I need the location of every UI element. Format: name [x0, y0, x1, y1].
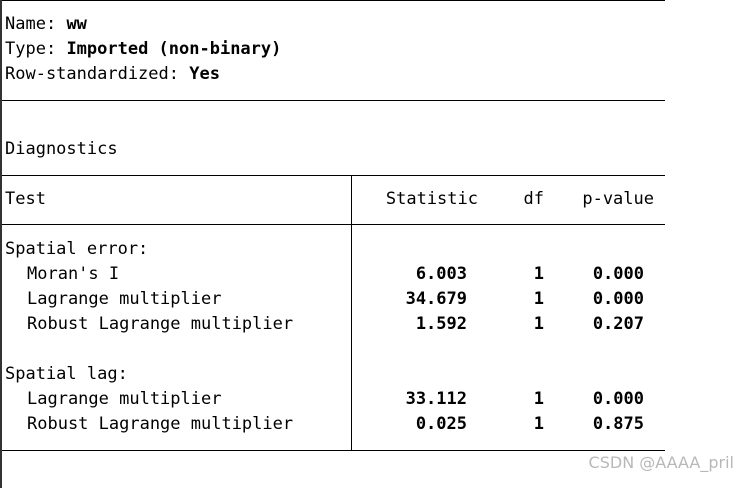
df-value: 1: [533, 414, 544, 434]
p-value: 0.000: [592, 389, 644, 409]
group-label: Spatial error:: [5, 239, 149, 259]
test-name: Moran's I: [27, 264, 120, 284]
name-label: Name:: [5, 14, 57, 34]
table-bottom-rule: [2, 450, 665, 451]
watermark: CSDN @AAAA_pril: [588, 453, 734, 472]
statistic-value: 33.112: [405, 389, 467, 409]
statistic-value: 0.025: [415, 414, 467, 434]
group-label: Spatial lag:: [5, 364, 128, 384]
name-value: ww: [66, 14, 87, 34]
table-top-rule: [2, 175, 665, 176]
col-header-test: Test: [5, 189, 46, 209]
statistic-value: 6.003: [415, 264, 467, 284]
df-value: 1: [533, 264, 544, 284]
p-value: 0.875: [592, 414, 644, 434]
test-name: Robust Lagrange multiplier: [27, 414, 294, 434]
section-title: Diagnostics: [5, 139, 118, 159]
type-label: Type:: [5, 39, 57, 59]
col-header-df: df: [523, 189, 544, 209]
left-border: [0, 0, 2, 488]
info-rule: [2, 100, 665, 101]
statistic-value: 34.679: [405, 289, 467, 309]
col-header-statistic: Statistic: [385, 189, 478, 209]
rowstd-value: Yes: [189, 64, 220, 84]
df-value: 1: [533, 314, 544, 334]
top-rule: [2, 0, 665, 1]
test-name: Robust Lagrange multiplier: [27, 314, 294, 334]
rowstd-line: Row-standardized: Yes: [5, 62, 220, 87]
p-value: 0.000: [592, 289, 644, 309]
p-value: 0.000: [592, 264, 644, 284]
statistic-value: 1.592: [415, 314, 467, 334]
df-value: 1: [533, 289, 544, 309]
table-header-rule: [2, 224, 665, 225]
col-header-pvalue: p-value: [582, 189, 654, 209]
type-value: Imported (non-binary): [66, 39, 282, 59]
type-line: Type: Imported (non-binary): [5, 37, 281, 62]
df-value: 1: [533, 389, 544, 409]
rowstd-label: Row-standardized:: [5, 64, 179, 84]
test-name: Lagrange multiplier: [27, 289, 222, 309]
name-line: Name: ww: [5, 12, 87, 37]
table-column-divider: [351, 175, 352, 450]
p-value: 0.207: [592, 314, 644, 334]
test-name: Lagrange multiplier: [27, 389, 222, 409]
